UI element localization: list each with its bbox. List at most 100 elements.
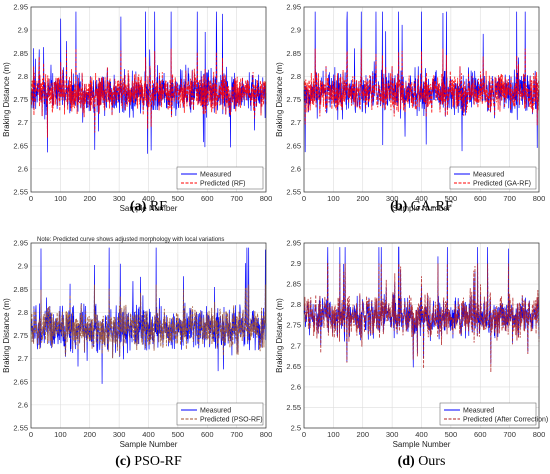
legend-entry: Predicted (RF) xyxy=(200,181,246,188)
chart-panel-2: 2.55 2.6 2.65 2.7 2.75 2.8 2.85 2.9 2.95 0 100 200 3… xyxy=(275,3,545,215)
legend-box xyxy=(449,166,537,190)
x-tick-label: 0 xyxy=(302,430,306,439)
x-tick-label: 0 xyxy=(29,430,33,439)
x-axis-label: Sample Number xyxy=(393,204,451,213)
x-tick-label: 500 xyxy=(445,194,458,203)
series-line-predicted xyxy=(303,263,540,373)
x-tick-label: 600 xyxy=(201,194,214,203)
y-tick-label: 2.75 xyxy=(286,95,301,104)
y-axis-label: Braking Distance (m) xyxy=(2,62,11,137)
x-tick-label: 300 xyxy=(386,194,399,203)
y-tick-label: 2.65 xyxy=(13,377,28,386)
legend-entry: Measured xyxy=(200,408,231,415)
x-tick-label: 500 xyxy=(445,430,458,439)
panel-caption: (a) RF xyxy=(130,199,167,214)
legend-entry: Predicted (PSO-RF) xyxy=(200,417,263,424)
x-tick-label: 300 xyxy=(386,430,399,439)
y-tick-label: 2.9 xyxy=(291,26,301,35)
x-tick-label: 400 xyxy=(142,430,155,439)
x-tick-label: 300 xyxy=(113,194,126,203)
legend-box xyxy=(176,402,264,426)
legend-entry: Predicted (GA-RF) xyxy=(473,181,531,188)
y-tick-label: 2.8 xyxy=(18,72,28,81)
chart-panel-4: 2.5 2.55 2.6 2.65 2.7 2.75 2.8 2.85 2.9 2.95 0 100 2… xyxy=(275,239,548,470)
y-tick-label: 2.9 xyxy=(291,259,301,268)
x-tick-label: 200 xyxy=(356,430,369,439)
x-tick-label: 0 xyxy=(302,194,306,203)
y-tick-label: 2.65 xyxy=(13,141,28,150)
panel-caption-letter: (b) xyxy=(390,199,407,214)
x-tick-label: 100 xyxy=(327,194,340,203)
x-tick-label: 400 xyxy=(142,194,155,203)
x-tick-label: 100 xyxy=(54,194,67,203)
x-tick-label: 500 xyxy=(172,430,185,439)
x-tick-label: 700 xyxy=(503,430,516,439)
y-tick-label: 2.7 xyxy=(18,354,28,363)
x-tick-label: 700 xyxy=(503,194,516,203)
panel-caption-letter: (a) xyxy=(130,199,147,214)
x-tick-label: 200 xyxy=(83,430,96,439)
y-axis-label: Braking Distance (m) xyxy=(275,298,284,373)
y-tick-label: 2.8 xyxy=(18,308,28,317)
y-tick-label: 2.85 xyxy=(13,285,28,294)
chart-panel-3: 2.55 2.6 2.65 2.7 2.75 2.8 2.85 2.9 2.95 0 100 200 3… xyxy=(2,237,272,469)
panel-caption-letter: (d) xyxy=(398,454,415,469)
x-tick-label: 800 xyxy=(260,194,273,203)
x-tick-label: 400 xyxy=(415,194,428,203)
y-tick-label: 2.5 xyxy=(291,424,301,433)
x-tick-label: 800 xyxy=(260,430,273,439)
y-tick-label: 2.55 xyxy=(13,424,28,433)
chart-note: Note: Predicted curve shows adjusted mor… xyxy=(37,237,224,243)
y-tick-label: 2.95 xyxy=(286,3,301,12)
y-tick-label: 2.9 xyxy=(18,26,28,35)
legend-entry: Measured xyxy=(200,172,231,179)
x-tick-label: 100 xyxy=(327,430,340,439)
x-tick-label: 500 xyxy=(172,194,185,203)
x-tick-label: 0 xyxy=(29,194,33,203)
y-tick-label: 2.95 xyxy=(13,3,28,12)
axes-frame xyxy=(303,6,540,193)
y-tick-label: 2.6 xyxy=(18,400,28,409)
x-tick-label: 300 xyxy=(113,430,126,439)
y-tick-label: 2.8 xyxy=(291,300,301,309)
x-tick-label: 600 xyxy=(474,430,487,439)
legend-entry: Predicted (After Correction) xyxy=(463,417,548,424)
series-line-predicted xyxy=(30,48,267,138)
x-tick-label: 600 xyxy=(201,430,214,439)
y-tick-label: 2.85 xyxy=(286,280,301,289)
legend: Measured Predicted (After Correction) xyxy=(439,402,548,426)
x-axis-label: Sample Number xyxy=(393,440,451,449)
axes-frame xyxy=(303,242,540,429)
y-tick-label: 2.7 xyxy=(291,341,301,350)
axes-frame xyxy=(30,6,267,193)
y-tick-label: 2.6 xyxy=(291,382,301,391)
panel-caption-text: RF xyxy=(146,199,167,214)
y-tick-label: 2.95 xyxy=(286,239,301,248)
chart-panel-1: 2.55 2.6 2.65 2.7 2.75 2.8 2.85 2.9 2.95 0 100 200 3… xyxy=(2,3,272,215)
x-tick-label: 800 xyxy=(533,430,546,439)
panel-caption-letter: (c) xyxy=(115,454,131,469)
y-tick-label: 2.65 xyxy=(286,141,301,150)
x-tick-label: 700 xyxy=(230,194,243,203)
panel-caption-text: GA-RF xyxy=(407,199,453,214)
y-tick-label: 2.6 xyxy=(18,164,28,173)
y-tick-label: 2.9 xyxy=(18,262,28,271)
x-tick-label: 700 xyxy=(230,430,243,439)
y-tick-label: 2.65 xyxy=(286,362,301,371)
y-tick-label: 2.55 xyxy=(13,188,28,197)
legend: Measured Predicted (GA-RF) xyxy=(449,166,537,190)
x-tick-label: 100 xyxy=(54,430,67,439)
panel-caption: (d) Ours xyxy=(398,454,446,469)
series-line-predicted xyxy=(30,284,267,359)
y-tick-label: 2.85 xyxy=(286,49,301,58)
legend-box xyxy=(439,402,537,426)
panel-caption-text: PSO-RF xyxy=(131,454,182,469)
x-tick-label: 200 xyxy=(83,194,96,203)
series-line-predicted xyxy=(303,48,540,126)
x-tick-label: 600 xyxy=(474,194,487,203)
y-axis-label: Braking Distance (m) xyxy=(275,62,284,137)
x-tick-label: 400 xyxy=(415,430,428,439)
y-tick-label: 2.6 xyxy=(291,164,301,173)
y-tick-label: 2.85 xyxy=(13,49,28,58)
